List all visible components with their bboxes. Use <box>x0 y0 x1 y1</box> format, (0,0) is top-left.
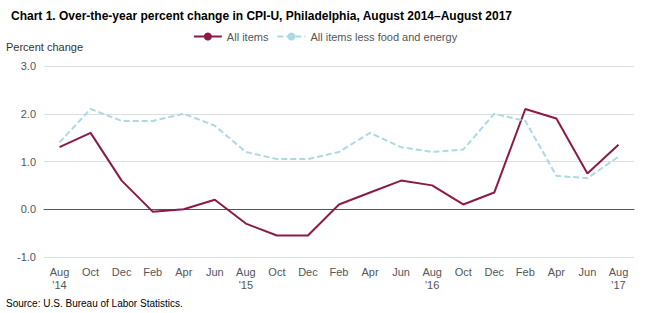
svg-text:Aug: Aug <box>609 266 629 278</box>
svg-text:Chart 1. Over-the-year percent: Chart 1. Over-the-year percent change in… <box>11 9 512 23</box>
svg-text:Feb: Feb <box>330 266 349 278</box>
svg-text:Aug: Aug <box>422 266 442 278</box>
svg-text:'14: '14 <box>52 279 66 291</box>
svg-text:Feb: Feb <box>143 266 162 278</box>
svg-text:0.0: 0.0 <box>21 203 36 215</box>
svg-text:3.0: 3.0 <box>21 60 36 72</box>
svg-text:Aug: Aug <box>236 266 256 278</box>
svg-text:Aug: Aug <box>50 266 70 278</box>
svg-text:'16: '16 <box>425 279 439 291</box>
svg-text:2.0: 2.0 <box>21 108 36 120</box>
svg-text:Feb: Feb <box>516 266 535 278</box>
svg-text:Percent change: Percent change <box>6 41 83 53</box>
svg-text:Oct: Oct <box>268 266 285 278</box>
svg-text:Apr: Apr <box>175 266 192 278</box>
svg-text:Jun: Jun <box>206 266 224 278</box>
svg-text:Jun: Jun <box>579 266 597 278</box>
svg-text:All items less food and energy: All items less food and energy <box>310 31 457 43</box>
svg-text:Oct: Oct <box>82 266 99 278</box>
svg-text:Jun: Jun <box>392 266 410 278</box>
svg-text:Oct: Oct <box>455 266 472 278</box>
svg-text:'15: '15 <box>239 279 253 291</box>
svg-text:'17: '17 <box>611 279 625 291</box>
svg-text:Source: U.S. Bureau of Labor S: Source: U.S. Bureau of Labor Statistics. <box>6 298 183 309</box>
svg-text:1.0: 1.0 <box>21 156 36 168</box>
svg-text:Dec: Dec <box>112 266 132 278</box>
svg-text:All items: All items <box>227 31 269 43</box>
svg-text:Dec: Dec <box>484 266 504 278</box>
svg-text:-1.0: -1.0 <box>17 251 36 263</box>
svg-text:Dec: Dec <box>298 266 318 278</box>
svg-text:Apr: Apr <box>548 266 565 278</box>
svg-text:Apr: Apr <box>361 266 378 278</box>
